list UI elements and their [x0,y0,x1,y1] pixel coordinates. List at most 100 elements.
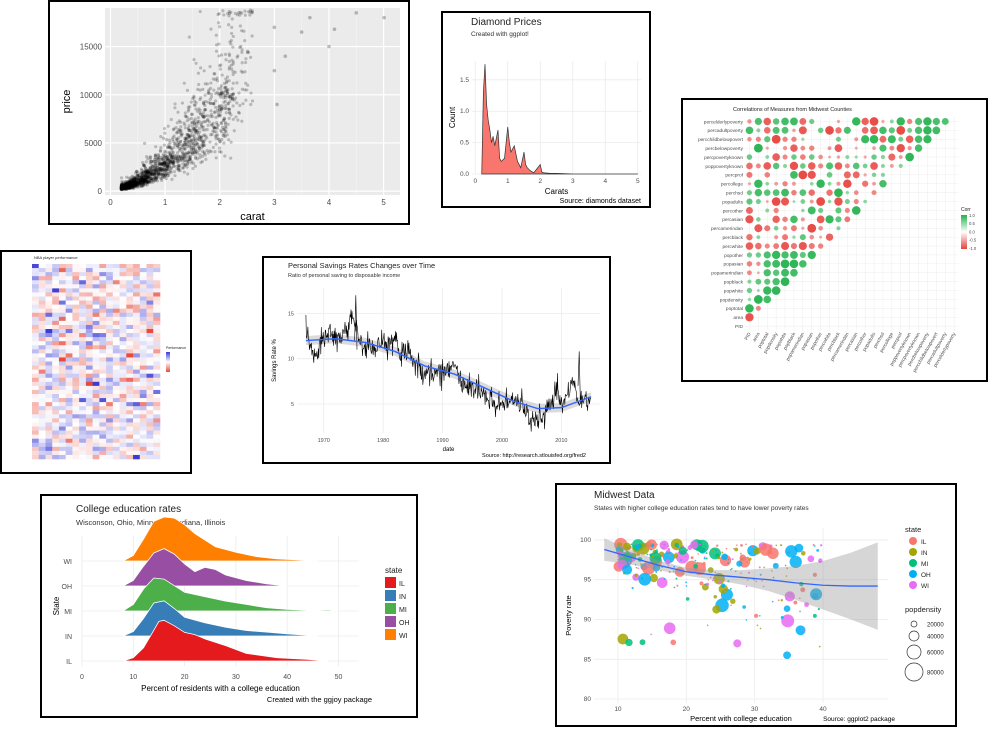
heatmap-cell [58,373,66,379]
heatmap-cell [45,406,53,411]
correlation-cell [907,127,913,133]
x-tick-label: 20 [683,706,691,713]
scatter-point [641,577,643,579]
heatmap-cell [72,316,80,322]
heatmap-cell [139,385,147,391]
scatter-point [213,78,218,82]
scatter-point [714,571,717,574]
y-tick-label: 80 [584,696,592,703]
scatter-point [237,11,241,15]
heatmap-cell [133,402,141,407]
correlation-cell [755,199,761,205]
heatmap-cell [112,308,120,314]
scatter-point [137,181,141,185]
correlation-cell [799,251,806,258]
scatter-point [124,182,128,187]
heatmap-cell [133,308,141,314]
correlation-cell [818,154,823,160]
scatter-point [157,167,162,172]
scatter-point [178,127,182,132]
scatter-points [613,537,823,660]
heatmap-cell [79,369,87,374]
scatter-point [188,155,192,159]
scatter-point [222,116,226,120]
scatter-point [227,52,231,56]
correlation-cell [781,197,790,206]
scatter-point [129,183,133,187]
scatter-point [153,172,157,176]
scatter-point [146,174,150,178]
x-tick-label: PID [743,331,752,341]
scatter-point [707,567,714,573]
correlation-cell [906,118,913,125]
x-tick-label: 3 [272,198,277,207]
scatter-point [127,186,131,190]
scatter-point [148,174,152,178]
correlation-cell [790,117,798,126]
heatmap-cell [153,377,161,383]
heatmap-cell [153,304,161,309]
scatter-point [198,135,202,139]
scatter-point [208,65,212,69]
scatter-point [145,176,149,180]
correlation-cell [754,188,763,197]
scatter-point [229,93,233,97]
heatmap-cell [85,357,93,362]
scatter-point [206,151,210,155]
scatter-point [229,156,233,160]
scatter-point [168,170,172,174]
correlation-cell [843,126,851,134]
heatmap-cell [139,308,147,314]
correlation-cell [747,297,752,302]
scatter-point [157,163,161,167]
y-tick-label: popasian [724,262,744,268]
scatter-point [136,180,141,184]
heatmap-cell [106,316,114,322]
scatter-point [123,184,128,188]
heatmap-cell [72,385,80,391]
scatter-point [161,154,165,158]
scatter-point [126,183,130,188]
scatter-point [242,29,246,33]
scatter-point [213,99,218,103]
scatter-point [178,154,183,158]
heatmap-cell [139,353,147,358]
heatmap-cell [52,454,60,460]
correlogram-chart: Correlations of Measures from Midwest Co… [698,107,977,374]
heatmap-cell [112,377,120,383]
savings-rate-line [354,295,358,350]
scatter-point [202,151,206,156]
scatter-point [201,114,205,118]
heatmap-cell [133,292,141,297]
heatmap-cell [119,300,127,305]
scatter-point [727,580,730,583]
scatter-point [143,168,147,173]
scatter-point [676,584,679,587]
scatter-point [195,129,199,133]
heatmap-cell [52,320,60,326]
scatter-point [150,169,154,174]
heatmap-cell [85,430,93,435]
heatmap-cell [52,333,60,338]
scatter-point [223,94,227,98]
heatmap-cell [133,280,141,285]
scatter-point [786,567,788,570]
heatmap-cell [38,264,46,269]
scatter-point [165,155,169,159]
scatter-point [168,160,173,164]
scatter-point [227,94,231,99]
scatter-point [151,164,155,168]
heatmap-cell [119,446,127,452]
scatter-point [128,185,132,189]
heatmap-cell [85,381,93,387]
heatmap-cell [126,373,134,379]
heatmap-cell [32,324,40,330]
scatter-point [124,185,128,189]
heatmap-cell [32,264,40,269]
scatter-point [759,627,762,630]
heatmap-cell [112,446,120,452]
scatter-point [126,185,130,189]
scatter-point [216,12,220,17]
scatter-point [164,160,168,165]
correlation-cell [861,127,869,134]
